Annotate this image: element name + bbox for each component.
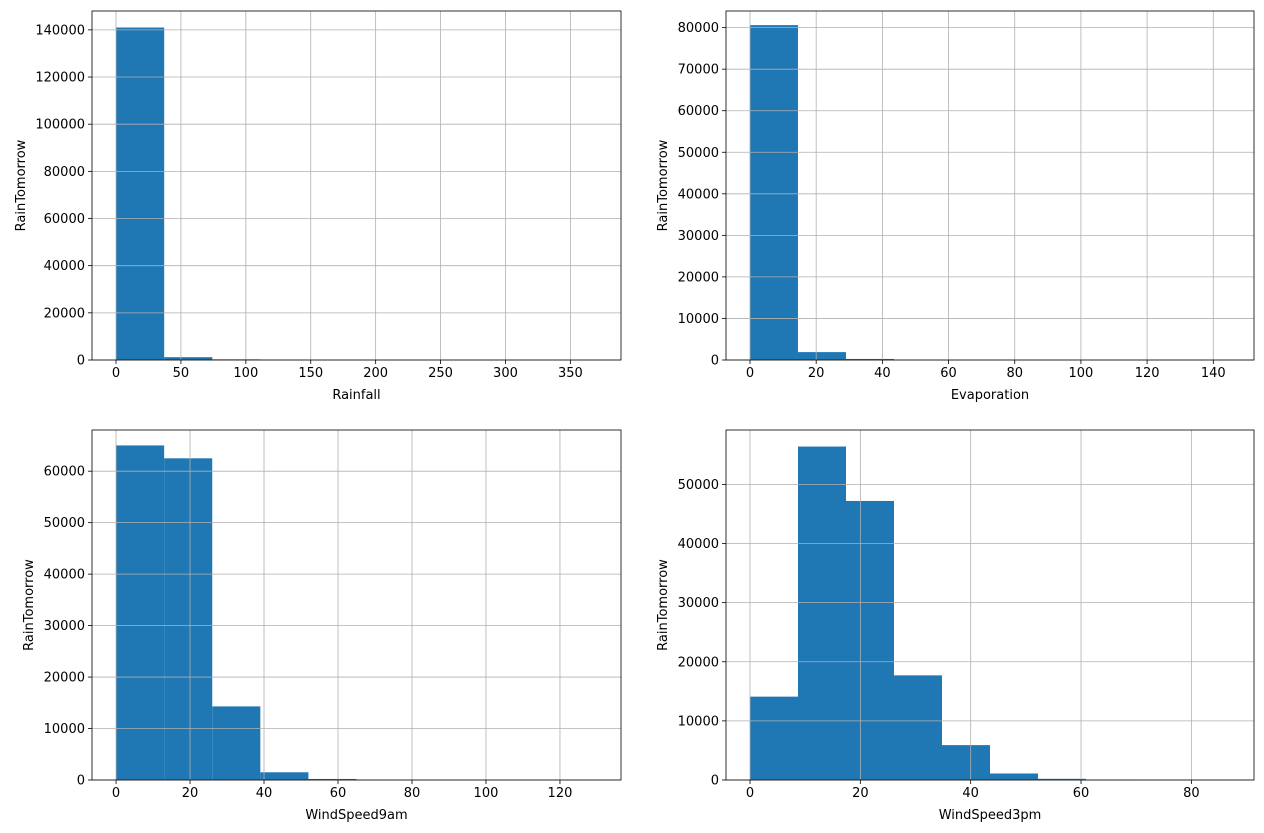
- histogram-bars: [116, 27, 598, 361]
- histogram-bar: [1038, 778, 1086, 780]
- y-tick-label: 40000: [678, 187, 719, 202]
- axes-frame: [725, 10, 1255, 361]
- x-tick-label: 140: [1201, 366, 1226, 381]
- histogram-bar: [942, 745, 990, 780]
- x-tick-label: 120: [548, 786, 573, 801]
- x-tick-label: 0: [112, 786, 120, 801]
- axes-frame: [725, 429, 1255, 781]
- y-tick-label: 40000: [678, 537, 719, 552]
- x-tick-label: 20: [808, 366, 825, 381]
- x-tick-label: 0: [746, 366, 754, 381]
- x-axis-label: WindSpeed3pm: [939, 808, 1042, 823]
- y-tick-label: 60000: [44, 465, 85, 480]
- y-tick-label: 30000: [678, 596, 719, 611]
- y-tick-label: 20000: [678, 270, 719, 285]
- y-axis-label: RainTomorrow: [14, 139, 29, 231]
- y-tick-label: 40000: [44, 259, 85, 274]
- axes-frame: [91, 429, 622, 781]
- y-tick-label: 0: [77, 774, 85, 789]
- x-tick-label: 40: [256, 786, 273, 801]
- x-tick-label: 80: [1183, 786, 1200, 801]
- x-tick-label: 200: [363, 366, 388, 381]
- y-tick-label: 10000: [678, 714, 719, 729]
- y-tick-label: 60000: [678, 104, 719, 119]
- x-tick-label: 40: [962, 786, 979, 801]
- histogram-bar: [750, 696, 798, 780]
- x-tick-label: 60: [1073, 786, 1090, 801]
- histogram-bar: [164, 357, 213, 360]
- histogram-bar: [749, 25, 798, 360]
- histogram-bars: [116, 445, 597, 780]
- x-tick-label: 150: [298, 366, 323, 381]
- x-tick-label: 300: [493, 366, 518, 381]
- histogram-panel-3: 0 20 40 60 80 100 120 0 10000 20000 30000 40000 5000…: [22, 429, 622, 823]
- x-tick-label: 100: [233, 366, 258, 381]
- grid-lines: [92, 11, 621, 361]
- x-tick-label: 100: [1069, 366, 1094, 381]
- histogram-bar: [212, 706, 261, 780]
- y-tick-label: 20000: [678, 655, 719, 670]
- x-tick-label: 100: [474, 786, 499, 801]
- y-tick-label: 30000: [678, 229, 719, 244]
- histogram-bar: [116, 27, 165, 361]
- x-tick-label: 50: [173, 366, 190, 381]
- y-tick-label: 60000: [44, 212, 85, 227]
- x-tick-label: 40: [874, 366, 891, 381]
- histogram-bar: [260, 772, 309, 780]
- histogram-bars: [750, 446, 1230, 780]
- y-tick-label: 100000: [35, 118, 85, 133]
- histogram-bar: [990, 773, 1038, 780]
- y-axis-label: RainTomorrow: [22, 559, 37, 651]
- histogram-panel-4: 0 20 40 60 80 0 10000 20000 30000 40000 50000 WindS…: [656, 429, 1255, 823]
- histogram-panel-2: 0 20 40 60 80 100 120 140 0 10000 20000 30000 40000 5…: [656, 10, 1255, 403]
- histogram-bar: [164, 458, 213, 780]
- y-tick-label: 10000: [678, 312, 719, 327]
- x-tick-label: 350: [558, 366, 583, 381]
- x-tick-label: 20: [182, 786, 199, 801]
- y-tick-label: 50000: [678, 478, 719, 493]
- histogram-bar: [797, 352, 846, 360]
- histogram-bar: [308, 778, 357, 780]
- y-tick-label: 0: [711, 774, 719, 789]
- x-axis-label: WindSpeed9am: [305, 808, 407, 823]
- y-tick-label: 10000: [44, 722, 85, 737]
- histogram-panel-1: 0 50 100 150 200 250 300 350 0 20000 40000 60000 800…: [14, 10, 622, 403]
- y-tick-label: 20000: [44, 306, 85, 321]
- grid-lines: [726, 11, 1254, 361]
- x-axis-label: Evaporation: [951, 388, 1029, 403]
- y-axis-label: RainTomorrow: [656, 139, 671, 231]
- x-tick-label: 120: [1135, 366, 1160, 381]
- x-tick-label: 80: [1006, 366, 1023, 381]
- histogram-bar: [845, 358, 894, 360]
- histogram-bar: [846, 500, 894, 780]
- histogram-bars: [749, 25, 1230, 360]
- x-axis-label: Rainfall: [332, 388, 380, 403]
- y-tick-label: 140000: [35, 23, 85, 38]
- histogram-bar: [116, 445, 165, 780]
- y-tick-label: 30000: [44, 619, 85, 634]
- x-tick-label: 0: [746, 786, 754, 801]
- y-tick-label: 0: [711, 354, 719, 369]
- histogram-bar: [894, 675, 942, 780]
- x-tick-label: 80: [404, 786, 421, 801]
- y-tick-label: 70000: [678, 63, 719, 78]
- y-tick-label: 50000: [678, 146, 719, 161]
- x-tick-label: 0: [112, 366, 120, 381]
- y-tick-label: 40000: [44, 568, 85, 583]
- x-tick-label: 60: [330, 786, 347, 801]
- y-tick-label: 0: [77, 354, 85, 369]
- y-tick-label: 80000: [678, 21, 719, 36]
- y-tick-label: 120000: [35, 71, 85, 86]
- histogram-bar: [798, 446, 846, 780]
- x-tick-label: 250: [428, 366, 453, 381]
- y-tick-label: 80000: [44, 165, 85, 180]
- axes-frame: [91, 10, 622, 361]
- x-tick-label: 20: [852, 786, 869, 801]
- x-tick-label: 60: [940, 366, 957, 381]
- y-axis-label: RainTomorrow: [656, 559, 671, 651]
- y-tick-label: 20000: [44, 671, 85, 686]
- y-tick-label: 50000: [44, 516, 85, 531]
